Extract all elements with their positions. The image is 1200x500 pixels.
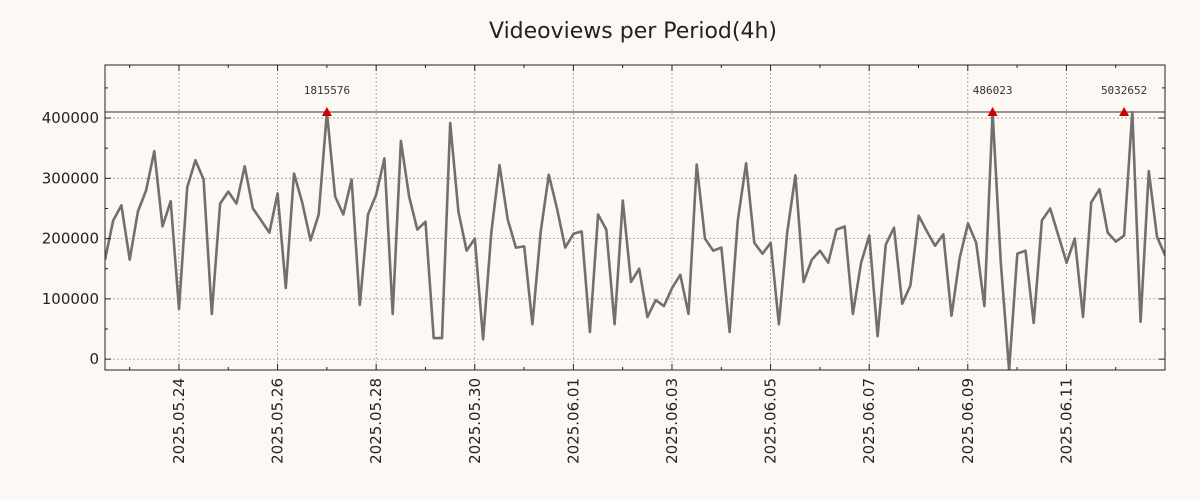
peak-label: 486023 — [973, 84, 1013, 97]
x-tick-label: 2025.05.24 — [170, 378, 188, 464]
y-tick-label: 100000 — [42, 290, 99, 308]
peak-marker — [987, 107, 998, 117]
series-line — [105, 110, 1165, 370]
x-tick-label: 2025.05.28 — [367, 378, 385, 464]
chart-title: Videoviews per Period(4h) — [489, 19, 777, 44]
peak-marker — [1119, 107, 1130, 117]
x-tick-label: 2025.06.11 — [1057, 378, 1075, 464]
grid-lines — [105, 65, 1165, 370]
x-axis: 2025.05.24 2025.05.26 2025.05.28 2025.05.30… — [129, 65, 1117, 464]
peak-label: 1815576 — [304, 84, 350, 97]
peak-marker — [321, 107, 332, 117]
y-tick-label: 400000 — [42, 109, 99, 127]
y-tick-label: 200000 — [42, 230, 99, 248]
x-tick-label: 2025.06.03 — [663, 378, 681, 464]
x-tick-label: 2025.06.07 — [860, 378, 878, 464]
x-tick-label: 2025.06.01 — [564, 378, 582, 464]
plot-frame — [104, 64, 1166, 371]
x-tick-label: 2025.05.26 — [269, 378, 287, 464]
series-views — [105, 110, 1165, 370]
x-tick-label: 2025.06.09 — [959, 378, 977, 464]
x-tick-label: 2025.05.30 — [466, 378, 484, 464]
peak-markers: 1815576 486023 5032652 — [304, 84, 1147, 117]
y-axis: 0 100000 200000 300000 400000 — [42, 87, 1165, 368]
x-tick-label: 2025.06.05 — [762, 378, 780, 464]
y-tick-label: 0 — [89, 350, 99, 368]
y-tick-label: 300000 — [42, 169, 99, 187]
peak-label: 5032652 — [1101, 84, 1147, 97]
